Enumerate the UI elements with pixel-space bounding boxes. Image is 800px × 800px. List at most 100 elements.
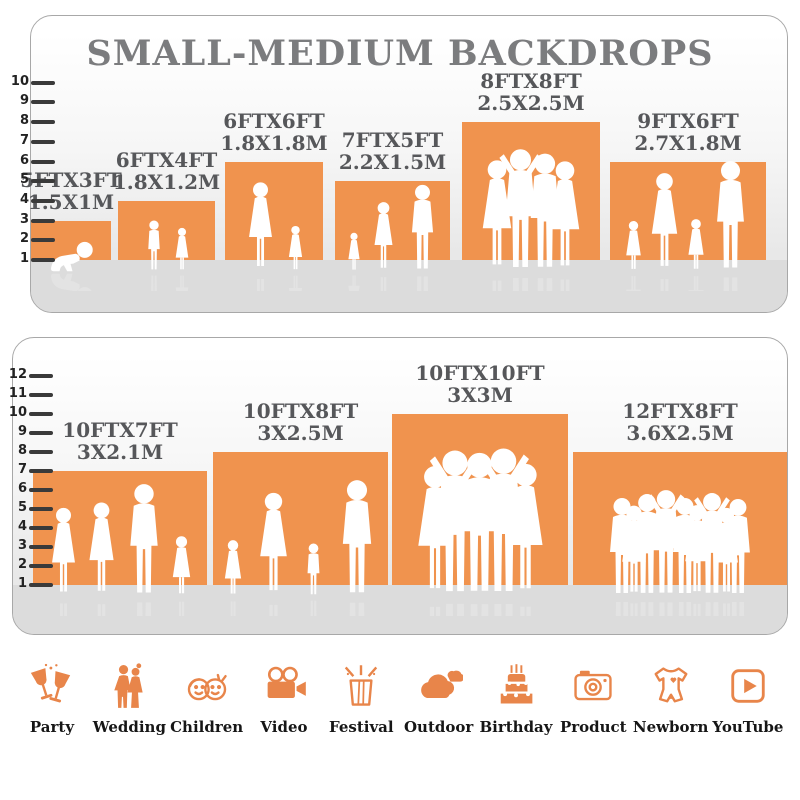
figure-wrap	[345, 232, 363, 272]
girl-silhouette	[175, 275, 188, 291]
axis-tick-dash	[31, 179, 55, 184]
man-silhouette	[342, 480, 371, 593]
figure-wrap	[285, 273, 306, 291]
size-label-ft: 8FTX8FT	[480, 69, 582, 94]
figure-wrap	[120, 483, 168, 597]
size-label-metric: 2.7X1.8M	[634, 130, 742, 155]
figure-wrap	[404, 273, 441, 291]
woman-silhouette	[374, 202, 392, 268]
festival-icon	[337, 662, 385, 710]
category-row: Party Wedding Children Video Festival Outdoor…	[16, 662, 784, 736]
man-silhouette	[130, 484, 158, 593]
man-silhouette	[531, 153, 560, 267]
size-box-6ftx6ft	[225, 161, 323, 260]
figure-wrap	[641, 489, 691, 597]
girl-silhouette	[224, 540, 241, 594]
axis-tick-dash	[31, 120, 55, 125]
size-label: 5FTX3FT 1.5X1M	[20, 169, 122, 213]
figure-wrap	[301, 598, 326, 616]
girl-silhouette	[175, 227, 188, 270]
figure-wrap	[498, 598, 553, 616]
top-panel-floor	[31, 260, 787, 312]
baby-silhouette	[51, 241, 93, 272]
woman-silhouette	[249, 278, 272, 291]
axis-tick-label: 1	[17, 576, 27, 591]
girl-silhouette	[626, 221, 641, 269]
category-item-youtube: YouTube	[712, 662, 784, 736]
boy-silhouette	[147, 220, 160, 270]
silhouette-group	[392, 447, 568, 597]
woman-silhouette	[651, 279, 678, 291]
category-item-video: Video	[248, 662, 320, 736]
figure-wrap	[332, 598, 382, 616]
girl-silhouette	[688, 276, 704, 291]
man-silhouette	[716, 161, 744, 268]
figure-wrap	[684, 273, 708, 291]
man-silhouette	[725, 498, 750, 594]
silhouette-group	[33, 483, 207, 597]
size-label-metric: 3.6X2.5M	[626, 421, 734, 445]
size-label-metric: 1.5X1M	[27, 189, 115, 214]
category-label: Outdoor	[403, 718, 474, 736]
figure-wrap	[252, 598, 295, 616]
size-box-6ftx4ft	[118, 200, 215, 260]
axis-tick-label: 2	[19, 231, 29, 247]
figure-wrap	[82, 499, 121, 597]
woman-silhouette	[651, 173, 678, 266]
outdoor-icon	[415, 662, 464, 710]
axis-tick-dash	[31, 100, 55, 105]
category-item-wedding: Wedding	[92, 662, 166, 736]
bottom-panel-floor	[13, 585, 787, 634]
figure-wrap	[707, 160, 754, 272]
man-silhouette	[411, 184, 433, 269]
axis-tick-label: 1	[19, 251, 29, 266]
category-label: Festival	[329, 718, 394, 736]
figure-wrap	[644, 273, 685, 291]
figure-wrap	[684, 218, 708, 272]
axis-tick-label: 9	[19, 93, 29, 109]
boy-silhouette	[307, 600, 319, 616]
figure-wrap	[345, 273, 363, 291]
girl-silhouette	[178, 601, 184, 616]
figure-wrap	[220, 539, 246, 597]
figure-wrap	[520, 152, 570, 272]
silhouette-group	[573, 489, 787, 597]
figure-wrap	[82, 598, 121, 616]
silhouette-group	[213, 479, 388, 597]
birthday-icon	[492, 662, 540, 710]
silhouette-group	[610, 160, 766, 272]
axis-tick-dash	[31, 218, 55, 223]
figure-wrap	[688, 492, 736, 597]
size-label-ft: 6FTX6FT	[223, 108, 325, 133]
girl-silhouette	[172, 536, 190, 594]
axis-tick-label: 10	[10, 73, 29, 89]
figure-wrap	[542, 158, 588, 272]
size-label-metric: 3X2.1M	[76, 440, 164, 464]
party-icon	[28, 662, 76, 710]
axis-tick-label: 4	[17, 519, 27, 534]
figure-wrap	[45, 598, 82, 616]
size-label-ft: 9FTX6FT	[637, 108, 739, 133]
size-label: 10FTX8FT 3X2.5M	[243, 400, 358, 444]
figure-wrap	[644, 170, 685, 272]
axis-tick-label: 5	[17, 500, 27, 515]
figure-wrap	[542, 273, 588, 291]
axis-tick-label: 10	[8, 405, 27, 420]
category-label: Party	[29, 718, 75, 736]
axis-tick-label: 4	[19, 191, 29, 207]
size-label-metric: 2.5X2.5M	[477, 91, 585, 116]
category-item-children: Children	[170, 662, 243, 736]
girl-silhouette	[626, 276, 641, 291]
figure-wrap	[369, 200, 398, 272]
figure-wrap	[301, 543, 326, 597]
axis-tick-label: 12	[8, 367, 27, 382]
size-label: 6FTX4FT 1.8X1.2M	[113, 149, 220, 193]
wedding-icon	[105, 662, 153, 710]
silhouette-group	[31, 240, 111, 272]
category-label: Wedding	[92, 718, 166, 736]
girl-silhouette	[347, 275, 360, 291]
newborn-icon	[647, 662, 695, 710]
figure-wrap	[717, 498, 759, 597]
silhouette-reflection	[610, 273, 766, 291]
